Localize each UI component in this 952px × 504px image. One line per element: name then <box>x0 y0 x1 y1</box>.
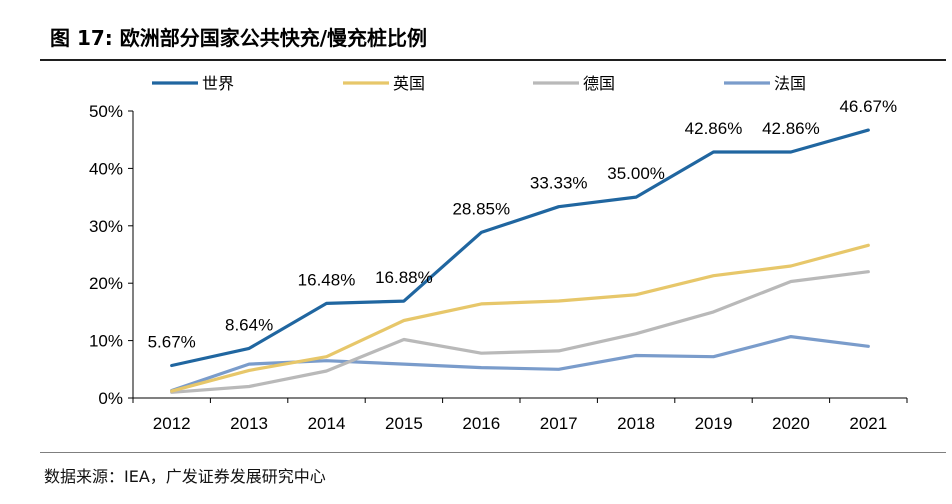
x-tick-label: 2019 <box>695 414 733 433</box>
data-label: 28.85% <box>452 199 510 218</box>
y-tick-label: 40% <box>89 159 123 178</box>
source-divider <box>40 452 946 453</box>
legend-label: 法国 <box>774 74 806 93</box>
series-line-德国 <box>170 270 870 394</box>
x-tick-label: 2014 <box>308 414 346 433</box>
figure-title: 图 17: 欧洲部分国家公共快充/慢充桩比例 <box>50 26 428 50</box>
x-tick-label: 2015 <box>385 414 423 433</box>
x-tick-label: 2016 <box>462 414 500 433</box>
x-tick-label: 2021 <box>849 414 887 433</box>
data-label: 16.48% <box>298 270 356 289</box>
y-tick-label: 30% <box>89 217 123 236</box>
legend-label: 世界 <box>202 74 234 93</box>
x-tick-label: 2012 <box>153 414 191 433</box>
series-line-世界 <box>170 128 870 368</box>
title-divider <box>40 59 946 61</box>
x-tick-label: 2018 <box>617 414 655 433</box>
data-label: 5.67% <box>148 332 196 351</box>
data-label: 8.64% <box>225 315 273 334</box>
legend-label: 英国 <box>393 74 425 93</box>
data-label: 42.86% <box>685 119 743 138</box>
series-line-英国 <box>170 243 870 393</box>
y-tick-label: 10% <box>89 332 123 351</box>
figure-header: 图 17: 欧洲部分国家公共快充/慢充桩比例 <box>0 0 952 56</box>
data-label: 16.88% <box>375 268 433 287</box>
data-label: 42.86% <box>762 119 820 138</box>
y-tick-label: 50% <box>89 102 123 121</box>
y-tick-label: 20% <box>89 274 123 293</box>
y-tick-label: 0% <box>98 389 123 408</box>
data-label: 33.33% <box>530 174 588 193</box>
data-label: 35.00% <box>607 164 665 183</box>
data-label: 46.67% <box>839 97 897 116</box>
x-tick-label: 2020 <box>772 414 810 433</box>
x-tick-label: 2013 <box>230 414 268 433</box>
legend-label: 德国 <box>583 74 615 93</box>
x-tick-label: 2017 <box>540 414 578 433</box>
source-note: 数据来源：IEA，广发证券发展研究中心 <box>44 467 326 486</box>
